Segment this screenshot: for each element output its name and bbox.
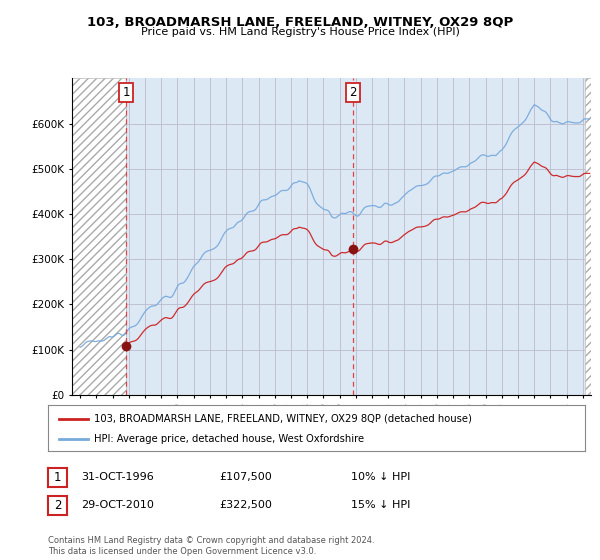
Text: 29-OCT-2010: 29-OCT-2010 [81,500,154,510]
Text: £322,500: £322,500 [219,500,272,510]
Text: 1: 1 [122,86,130,99]
Bar [72,78,126,395]
Bar [72,78,126,395]
Text: Contains HM Land Registry data © Crown copyright and database right 2024.
This d: Contains HM Land Registry data © Crown c… [48,536,374,556]
Text: HPI: Average price, detached house, West Oxfordshire: HPI: Average price, detached house, West… [94,434,364,444]
Text: 2: 2 [54,499,61,512]
Text: £107,500: £107,500 [219,472,272,482]
Text: 15% ↓ HPI: 15% ↓ HPI [351,500,410,510]
Text: 31-OCT-1996: 31-OCT-1996 [81,472,154,482]
Text: Price paid vs. HM Land Registry's House Price Index (HPI): Price paid vs. HM Land Registry's House … [140,27,460,37]
Bar [584,78,591,395]
Bar [584,78,591,395]
Text: 103, BROADMARSH LANE, FREELAND, WITNEY, OX29 8QP: 103, BROADMARSH LANE, FREELAND, WITNEY, … [87,16,513,29]
Text: 1: 1 [54,471,61,484]
Text: 2: 2 [349,86,357,99]
Text: 103, BROADMARSH LANE, FREELAND, WITNEY, OX29 8QP (detached house): 103, BROADMARSH LANE, FREELAND, WITNEY, … [94,414,472,424]
Text: 10% ↓ HPI: 10% ↓ HPI [351,472,410,482]
